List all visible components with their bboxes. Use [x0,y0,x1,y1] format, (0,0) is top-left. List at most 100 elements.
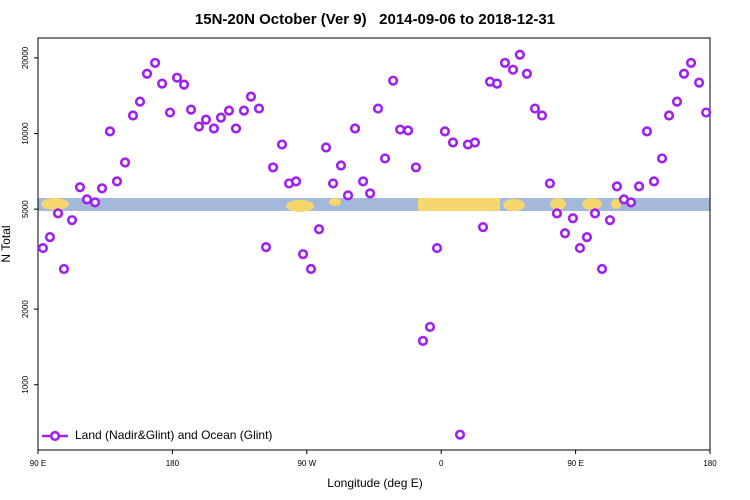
point [320,142,332,153]
point [589,208,601,219]
point [357,176,369,187]
point [223,105,235,116]
legend-marker [49,430,61,442]
point [491,78,503,89]
point [267,162,279,173]
point [66,215,78,226]
point [551,208,563,219]
point [395,124,406,135]
y-tick-label: 1000 [21,375,30,393]
y-axis-label: N Total [0,225,13,262]
point [96,183,108,194]
point [327,178,339,189]
point [372,103,384,114]
point [596,263,608,275]
point [529,103,541,114]
point [276,139,288,150]
x-tick-label: 180 [166,459,180,468]
point [559,228,571,239]
point [604,215,616,226]
point [521,68,533,79]
point [74,182,86,193]
x-tick-label: 180 [703,459,717,468]
point [260,242,272,253]
point [253,103,265,114]
point [127,110,139,121]
point [379,153,391,164]
point [37,242,49,254]
point [469,137,481,148]
point [52,208,64,219]
point [431,242,443,254]
point [104,126,116,137]
point [365,188,376,199]
point [290,176,302,187]
y-tick-label: 20000 [21,46,30,69]
point [230,123,242,134]
legend-label: Land (Nadir&Glint) and Ocean (Glint) [75,428,272,442]
point [156,78,168,89]
x-axis-label: Longitude (deg E) [327,476,422,490]
point [388,75,399,86]
point [536,110,548,121]
point [238,105,250,116]
point [171,72,183,83]
point [424,321,436,333]
point [164,107,176,118]
point [678,68,690,79]
point [193,121,205,132]
point [685,57,697,69]
point [89,197,101,208]
map-strip [38,198,710,212]
point [633,181,645,192]
point [111,176,123,187]
point [574,242,586,254]
point [305,263,317,275]
point [439,126,451,137]
point [567,213,579,224]
point [402,125,414,136]
point [119,157,131,168]
point [141,68,153,79]
y-tick-label: 5000 [21,200,30,218]
point [208,123,220,134]
point [335,160,347,171]
point [185,104,197,115]
x-tick-label: 90 E [567,459,583,468]
point [454,429,466,440]
x-tick-label: 90 W [297,459,316,468]
plot-frame [37,37,711,451]
point [134,96,146,107]
point [477,222,489,233]
point [313,224,325,235]
point [507,64,519,75]
point [648,176,660,187]
x-tick-label: 0 [439,459,444,468]
point [349,123,361,134]
point [663,110,675,121]
x-tick-label: 90 E [30,459,46,468]
point [641,126,653,137]
point [625,197,637,208]
y-tick-label: 10000 [21,122,30,145]
point [611,181,623,192]
point [701,107,712,118]
point [581,232,593,243]
point [297,249,309,260]
point [514,49,525,60]
point [447,137,459,148]
point [200,114,212,125]
point [656,153,668,164]
point [245,91,257,102]
y-tick-label: 2000 [21,300,30,318]
point [178,79,190,90]
point [417,335,429,346]
point [149,57,161,69]
point [215,112,227,123]
point [544,178,556,189]
point [693,77,705,88]
point [499,57,511,69]
point [81,194,93,205]
point [342,190,354,201]
